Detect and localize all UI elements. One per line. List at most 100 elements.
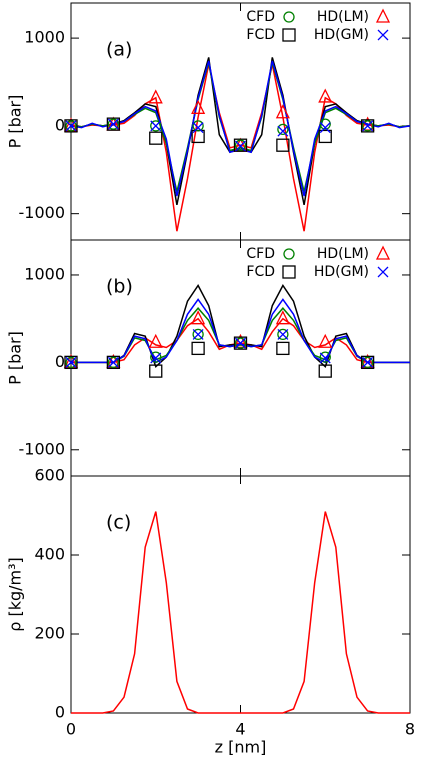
marker-x <box>319 352 331 364</box>
marker-x <box>150 120 162 132</box>
marker-square <box>233 138 248 152</box>
legend-marker <box>377 29 389 41</box>
legend-marker <box>375 245 391 260</box>
marker-triangle <box>233 333 248 348</box>
legend-label: CFD <box>246 9 275 25</box>
marker-circle <box>277 123 289 136</box>
marker-x <box>235 140 246 152</box>
y-tick-label: 600 <box>34 466 65 485</box>
panel-label: (b) <box>106 276 133 298</box>
marker-x <box>319 122 331 134</box>
panel-label: (a) <box>106 39 132 61</box>
marker-circle <box>319 351 331 363</box>
marker-triangle <box>191 99 206 114</box>
legend-label: HD(LM) <box>317 246 369 262</box>
marker-x <box>150 352 162 364</box>
y-tick-label: 0 <box>55 703 65 722</box>
y-axis-label: ρ [kg/m³] <box>6 557 25 632</box>
legend-marker <box>283 11 295 23</box>
y-tick-label: 1000 <box>24 28 65 47</box>
legend-marker <box>282 265 296 279</box>
series-line <box>70 60 411 197</box>
y-tick-label: 400 <box>34 545 65 564</box>
x-axis-label: z [nm] <box>215 738 267 757</box>
marker-x <box>192 122 204 134</box>
marker-square <box>318 364 332 378</box>
marker-square <box>318 129 332 144</box>
marker-circle <box>150 351 162 363</box>
series-line <box>71 298 410 364</box>
marker-square <box>276 341 290 356</box>
legend-label: CFD <box>246 246 275 262</box>
series-line <box>70 57 411 206</box>
marker-circle <box>107 356 120 369</box>
y-axis-label: P [bar] <box>6 331 25 385</box>
marker-square <box>191 341 205 356</box>
marker-x <box>65 356 77 368</box>
marker-square <box>360 355 375 370</box>
marker-triangle <box>318 88 333 103</box>
y-tick-label: 0 <box>55 115 65 134</box>
marker-circle <box>150 120 162 132</box>
marker-x <box>362 356 374 368</box>
marker-x <box>192 328 204 340</box>
marker-circle <box>107 118 120 130</box>
y-tick-label: 200 <box>34 624 65 643</box>
legend-marker <box>375 8 391 23</box>
marker-circle <box>65 356 77 369</box>
marker-circle <box>65 120 77 132</box>
x-tick-label: 4 <box>235 720 245 739</box>
marker-square <box>360 119 375 133</box>
legend-label: HD(GM) <box>314 264 369 280</box>
marker-square <box>64 119 78 133</box>
y-tick-label: 0 <box>55 352 65 371</box>
marker-square <box>233 336 248 350</box>
series-line <box>71 317 410 364</box>
x-tick-label: 0 <box>66 720 76 739</box>
marker-circle <box>234 139 247 151</box>
legend-label: FCD <box>246 264 275 280</box>
marker-x <box>107 356 119 368</box>
panel-label: (c) <box>106 512 131 534</box>
legend-label: HD(LM) <box>317 9 369 25</box>
marker-x <box>65 120 77 132</box>
y-tick-label: -1000 <box>19 203 66 222</box>
marker-x <box>277 328 289 340</box>
marker-circle <box>319 118 331 130</box>
series-line <box>71 284 410 369</box>
marker-x <box>235 337 246 349</box>
marker-triangle <box>275 310 290 325</box>
marker-square <box>106 117 121 131</box>
legend-marker <box>283 248 295 260</box>
marker-x <box>362 120 374 132</box>
marker-circle <box>192 328 204 341</box>
legend-label: FCD <box>246 27 275 43</box>
marker-triangle <box>318 333 333 348</box>
legend-marker <box>282 28 296 42</box>
marker-x <box>107 118 119 130</box>
legend-label: HD(GM) <box>314 27 369 43</box>
marker-triangle <box>148 89 163 104</box>
marker-square <box>149 364 163 378</box>
marker-circle <box>192 120 204 132</box>
marker-circle <box>361 356 374 369</box>
marker-square <box>276 138 290 152</box>
series-line <box>70 62 411 192</box>
marker-triangle <box>360 116 375 131</box>
x-tick-label: 8 <box>405 720 415 739</box>
marker-square <box>64 355 78 370</box>
marker-triangle <box>191 310 206 325</box>
marker-circle <box>361 120 374 132</box>
marker-square <box>149 131 163 145</box>
legend-marker <box>377 266 389 278</box>
marker-x <box>277 125 289 137</box>
marker-circle <box>277 328 289 341</box>
marker-square <box>106 355 121 370</box>
series-line <box>71 511 410 714</box>
y-tick-label: 1000 <box>24 264 65 283</box>
y-axis-label: P [bar] <box>6 95 25 149</box>
y-tick-label: -1000 <box>19 439 66 458</box>
marker-triangle <box>148 333 163 348</box>
